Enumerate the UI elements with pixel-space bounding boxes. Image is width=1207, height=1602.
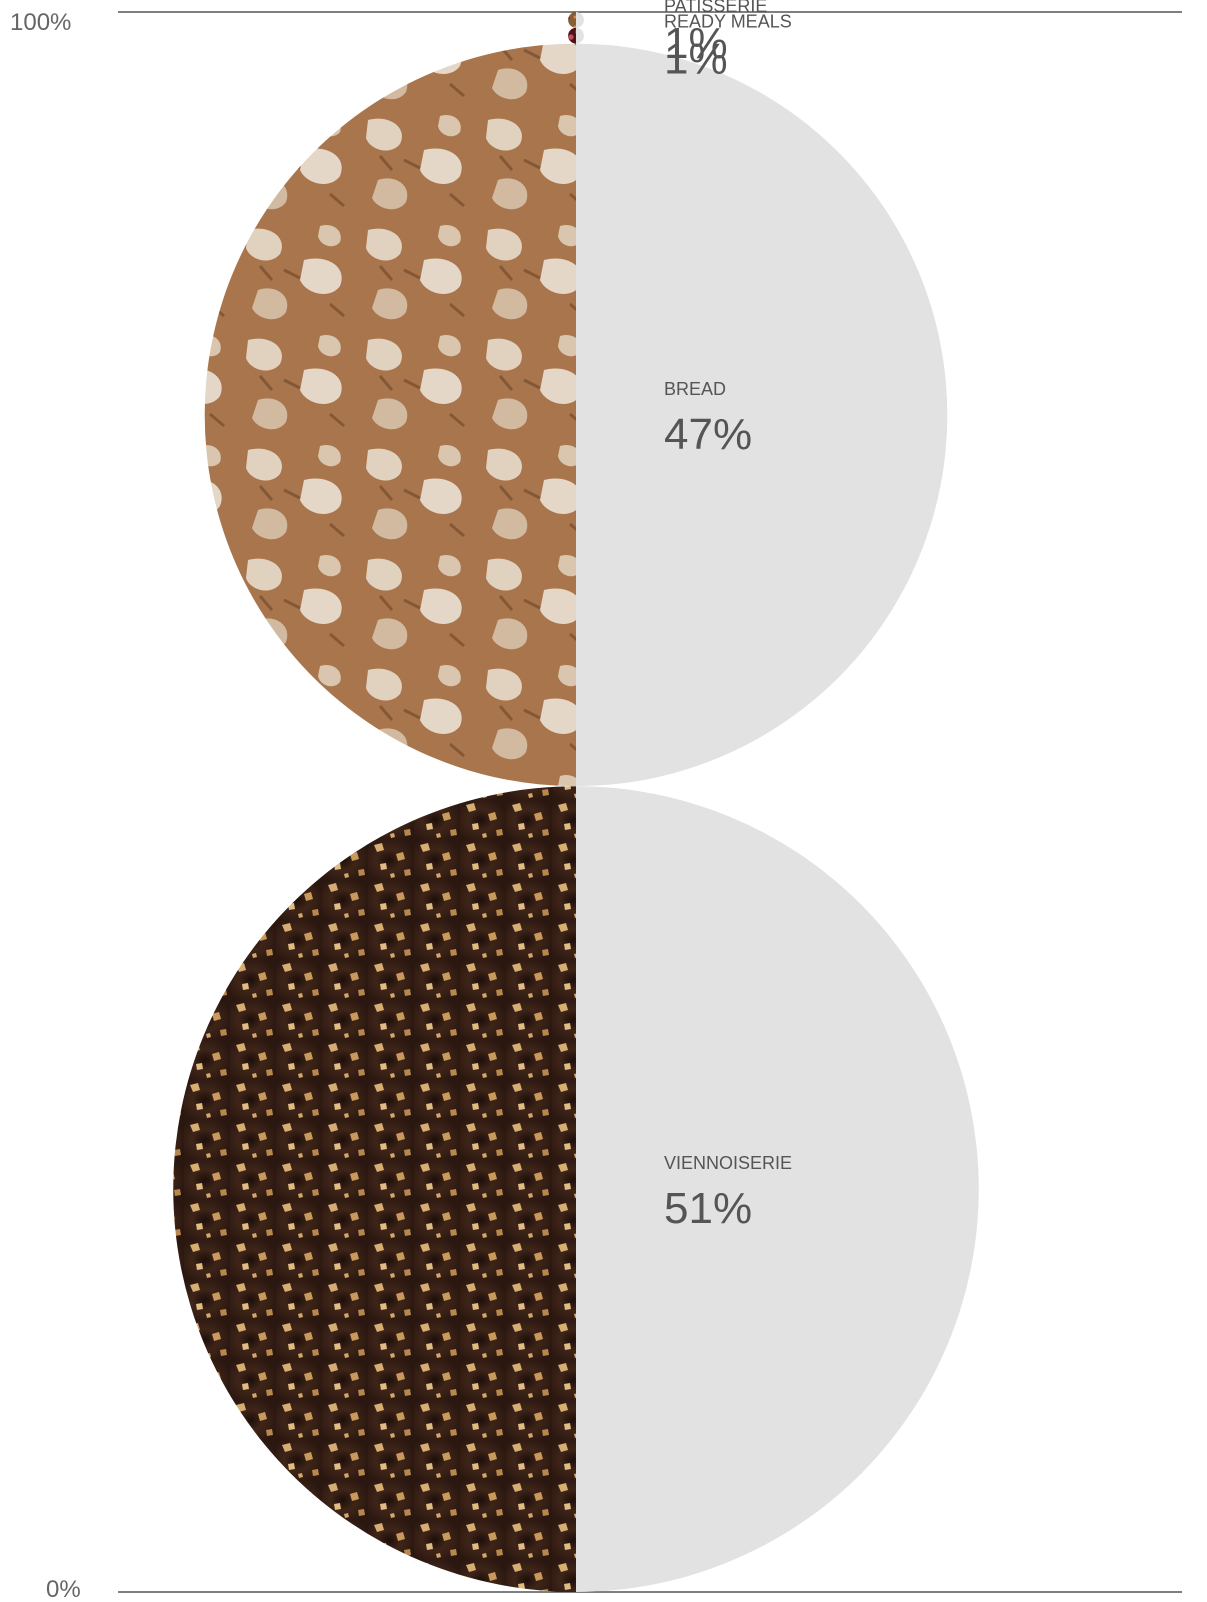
patisserie-value-half <box>576 12 584 28</box>
bread-label: BREAD <box>664 379 726 399</box>
ready-meals-label: READY MEALS <box>664 12 792 32</box>
viennoiserie-value-half <box>576 786 979 1592</box>
viennoiserie-label: VIENNOISERIE <box>664 1153 792 1173</box>
bread-value: 47% <box>664 410 752 459</box>
patisserie-photo-half <box>568 12 576 28</box>
y-axis-top-label: 100% <box>10 9 71 36</box>
bread-photo-half <box>204 43 576 787</box>
bread-value-half <box>576 43 948 787</box>
ready-meals-photo-half <box>568 27 576 44</box>
patisserie-label: PATISSERIE <box>664 0 767 16</box>
y-axis-bottom-label: 0% <box>46 1576 81 1602</box>
ready-meals-value-half <box>576 27 584 44</box>
viennoiserie-value: 51% <box>664 1184 752 1233</box>
viennoiserie-photo-half <box>173 786 576 1592</box>
patisserie-value: 1% <box>664 19 728 68</box>
ready-meals-value: 1% <box>664 35 728 84</box>
